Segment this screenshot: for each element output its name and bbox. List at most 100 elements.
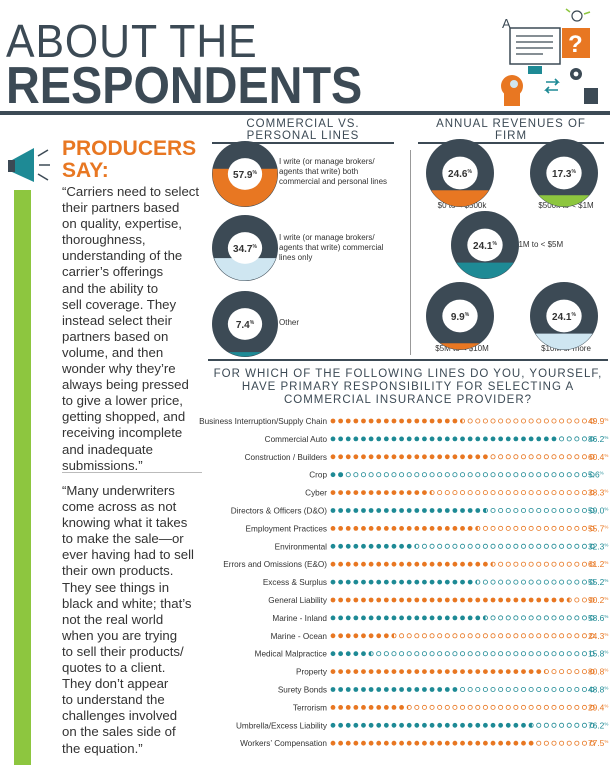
dot-filled — [353, 651, 359, 657]
dot-filled — [383, 633, 389, 639]
dot-filled — [505, 722, 511, 728]
dot-filled — [376, 418, 382, 424]
dot-filled — [345, 597, 351, 603]
row-label: Crop — [309, 471, 327, 480]
dot-empty — [589, 525, 595, 531]
dot-row: Environmental 32.3% — [275, 541, 609, 551]
dot-empty — [581, 687, 587, 693]
dot-filled — [376, 526, 382, 531]
dot-filled — [399, 705, 404, 710]
dot-filled — [490, 436, 496, 442]
dot-filled — [330, 543, 336, 549]
dot-filled — [399, 722, 404, 728]
dot-empty — [589, 436, 595, 442]
dot-filled — [376, 490, 382, 495]
dot-empty — [505, 615, 511, 621]
dot-filled — [376, 508, 382, 513]
dot-filled — [383, 508, 389, 513]
dot-empty — [528, 561, 534, 567]
dot-filled — [475, 597, 481, 603]
dot-filled — [437, 579, 443, 585]
dot-empty — [536, 633, 542, 639]
dot-filled — [452, 436, 458, 442]
dot-empty — [551, 651, 557, 657]
dot-filled — [376, 543, 382, 549]
row-label: Errors and Omissions (E&O) — [223, 560, 327, 569]
dot-empty — [566, 436, 572, 442]
dot-empty — [444, 543, 450, 549]
dot-empty — [589, 651, 595, 657]
dot-empty — [581, 651, 587, 657]
dot-filled — [414, 436, 420, 442]
dot-empty — [437, 704, 443, 710]
dot-empty — [429, 633, 435, 639]
dot-empty — [528, 633, 534, 639]
dot-empty — [528, 525, 534, 531]
dot-filled — [528, 669, 534, 674]
dot-empty — [421, 543, 427, 549]
dot-filled — [467, 561, 473, 567]
dot-filled — [345, 561, 351, 567]
dot-filled — [376, 687, 382, 692]
dot-empty — [536, 561, 542, 567]
dot-empty — [505, 579, 511, 585]
dot-empty — [490, 704, 496, 710]
dot-filled — [361, 597, 366, 603]
dot-filled — [521, 740, 526, 746]
lightbulb-icon — [565, 8, 591, 22]
dot-filled — [330, 561, 336, 567]
dot-filled — [429, 436, 435, 442]
dot-row: Construction / Builders 60.4% — [245, 452, 609, 462]
dot-empty — [498, 490, 504, 496]
dot-filled — [498, 669, 504, 674]
column-divider — [410, 150, 411, 355]
dot-empty — [543, 507, 549, 513]
dot-filled — [414, 722, 420, 728]
dot-filled — [406, 561, 412, 567]
dot-row: Employment Practices 55.7% — [246, 523, 609, 533]
dot-filled — [422, 561, 427, 567]
dot-empty — [551, 722, 557, 728]
dot-empty — [460, 704, 466, 710]
dot-filled — [368, 615, 374, 621]
dot-empty — [566, 615, 572, 621]
row-label: Marine - Ocean — [271, 632, 328, 641]
donut-rev-500k-1m: 17.3% — [530, 139, 598, 207]
dot-filled — [368, 579, 374, 585]
dot-empty — [460, 472, 466, 478]
dot-filled — [361, 490, 366, 495]
dot-empty — [528, 651, 534, 657]
dot-empty — [498, 525, 504, 531]
dot-empty — [574, 490, 580, 496]
dot-filled — [444, 615, 450, 621]
dot-filled — [391, 740, 397, 746]
dot-filled — [429, 687, 435, 692]
dot-empty — [574, 722, 580, 728]
dot-empty — [559, 490, 565, 496]
dot-empty — [521, 704, 527, 710]
dot-empty — [421, 472, 427, 478]
dot-filled — [391, 722, 397, 728]
row-label: Commercial Auto — [265, 435, 328, 444]
dot-empty — [581, 633, 587, 639]
donut-rev-0-500k: 24.6% — [426, 139, 494, 207]
dot-filled — [460, 579, 465, 585]
dot-empty — [498, 687, 504, 693]
dot-filled — [536, 436, 542, 442]
dot-empty — [376, 472, 382, 478]
dot-empty — [574, 669, 580, 675]
row-value: 80.8% — [588, 667, 608, 677]
dot-filled — [353, 579, 359, 585]
dot-empty — [513, 454, 519, 460]
dot-filled — [414, 579, 420, 585]
dot-filled — [475, 508, 481, 513]
dot-filled — [460, 597, 465, 603]
dot-empty — [574, 418, 580, 424]
dot-empty — [521, 687, 527, 693]
dot-empty — [559, 651, 565, 657]
dot-empty — [543, 651, 549, 657]
dot-filled — [505, 597, 511, 603]
dot-empty — [383, 651, 389, 657]
row-value: 76.2% — [588, 720, 608, 730]
dot-empty — [574, 687, 580, 693]
